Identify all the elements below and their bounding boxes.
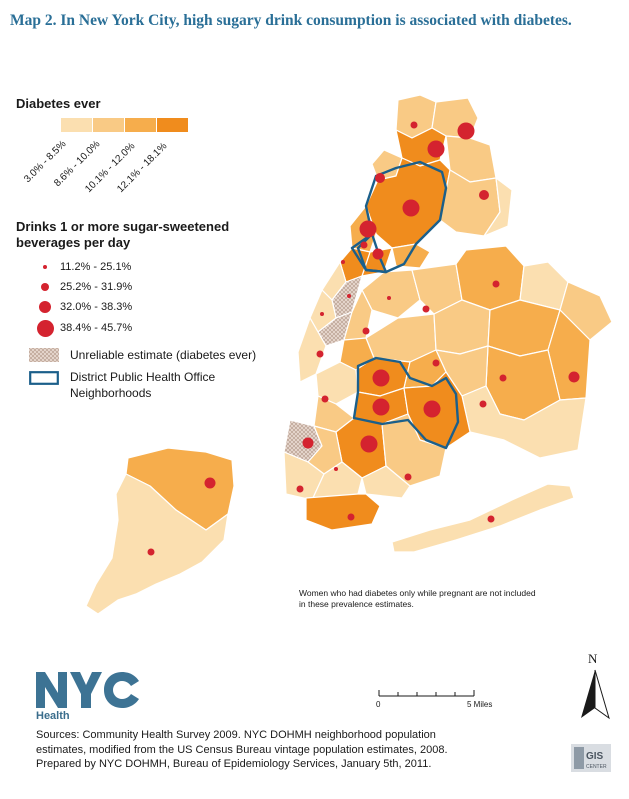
drink-dot (422, 305, 430, 313)
north-arrow-icon (581, 669, 610, 720)
xlarge-dot-icon (36, 319, 54, 337)
drinks-legend-heading-line2: beverages per day (16, 235, 131, 250)
drink-dot (360, 241, 368, 249)
drink-dot (372, 398, 390, 416)
drinks-legend-label-4: 38.4% - 45.7% (60, 322, 133, 334)
staten-island-south (85, 473, 229, 615)
drinks-legend-row-1: 11.2% - 25.1% (30, 257, 131, 277)
drink-dots (147, 121, 580, 556)
drink-dot (341, 260, 345, 264)
bronx-borough (365, 94, 513, 269)
unreliable-hatch-icon (29, 348, 59, 362)
drink-dot (204, 477, 216, 489)
drink-dot (568, 371, 580, 383)
drinks-legend-label-3: 32.0% - 38.3% (60, 301, 133, 313)
small-dot-icon (43, 265, 47, 269)
bronx-hunts-point (391, 243, 431, 269)
swatch-class-3 (125, 118, 156, 132)
drink-dot (457, 122, 475, 140)
drink-dot (479, 400, 487, 408)
drink-dot (372, 248, 384, 260)
drink-dot (359, 220, 377, 238)
pregnancy-note: Women who had diabetes only while pregna… (299, 588, 599, 610)
drink-dot (147, 548, 155, 556)
drink-dot (362, 327, 370, 335)
note-line-2: in these prevalence estimates. (299, 599, 414, 609)
drink-dot (347, 513, 355, 521)
drink-dot (404, 473, 412, 481)
gis-badge-text: GIS (586, 751, 604, 762)
drinks-legend-row-2: 25.2% - 31.9% (30, 277, 132, 297)
diabetes-legend-heading: Diabetes ever (16, 96, 101, 111)
drink-dot (334, 467, 338, 471)
gis-center-badge: GIS CENTER (571, 744, 611, 772)
queens-little-neck (559, 281, 613, 341)
brooklyn-sheepshead (361, 465, 411, 499)
queens-jfk-area (461, 385, 587, 459)
swatch-class-2 (93, 118, 124, 132)
drinks-legend-label-2: 25.2% - 31.9% (60, 281, 133, 293)
drink-dot (347, 294, 351, 298)
swatch-class-1 (61, 118, 92, 132)
drink-dot (479, 190, 489, 200)
sources-line-2: estimates, modified from the US Census B… (36, 743, 448, 756)
rockaway-peninsula (391, 483, 575, 553)
scale-bar (378, 690, 475, 697)
drink-dot (402, 199, 420, 217)
drink-dot (321, 395, 329, 403)
bronx-throgs (483, 177, 513, 237)
dpho-label-line1: District Public Health Office (70, 370, 216, 384)
scale-five-miles-label: 5 Miles (467, 700, 493, 709)
drink-dot (302, 437, 314, 449)
drinks-legend-heading-line1: Drinks 1 or more sugar-sweetened (16, 219, 230, 234)
drinks-legend-row-4: 38.4% - 45.7% (30, 318, 132, 338)
sources-text: Sources: Community Health Survey 2009. N… (36, 728, 556, 772)
diabetes-legend-swatches (61, 118, 189, 132)
note-line-1: Women who had diabetes only while pregna… (299, 588, 536, 598)
manhattan-gramercy (317, 311, 353, 347)
dpho-brooklyn-outline (352, 356, 460, 450)
unreliable-label: Unreliable estimate (diabetes ever) (70, 348, 257, 362)
drink-dot (320, 312, 324, 316)
drink-dot (492, 280, 500, 288)
drink-dot (360, 435, 378, 453)
north-label: N (588, 651, 598, 666)
scale-zero-label: 0 (376, 700, 381, 709)
brooklyn-coney-island (305, 493, 381, 531)
drink-dot (487, 515, 495, 523)
brooklyn-bensonhurst (311, 461, 363, 501)
drink-dot (499, 374, 507, 382)
nyc-logo (36, 672, 139, 708)
drink-dot (423, 400, 441, 418)
drink-dot (432, 359, 440, 367)
drink-dot (375, 173, 385, 183)
drinks-legend-row-3: 32.0% - 38.3% (30, 297, 132, 317)
drink-dot (427, 140, 445, 158)
drink-dot (296, 485, 304, 493)
staten-island-borough (85, 447, 235, 615)
queens-borough (343, 245, 613, 459)
dpho-label-line2: Neighborhoods (70, 386, 152, 400)
map-title: Map 2. In New York City, high sugary dri… (10, 12, 572, 29)
large-dot-icon (39, 301, 51, 313)
drink-dot (410, 121, 418, 129)
gis-badge-sub: CENTER (586, 764, 607, 770)
drink-dot (372, 369, 390, 387)
health-logo-text: Health (36, 710, 70, 722)
swatch-class-4 (157, 118, 188, 132)
sources-line-3: Prepared by NYC DOHMH, Bureau of Epidemi… (36, 758, 432, 770)
drinks-legend-label-1: 11.2% - 25.1% (60, 261, 132, 273)
drink-dot (387, 296, 391, 300)
drink-dot (316, 350, 324, 358)
queens-flushing (455, 245, 525, 311)
medium-dot-icon (41, 283, 49, 291)
sources-line-1: Sources: Community Health Survey 2009. N… (36, 729, 436, 741)
dpho-outline-icon (29, 371, 59, 385)
